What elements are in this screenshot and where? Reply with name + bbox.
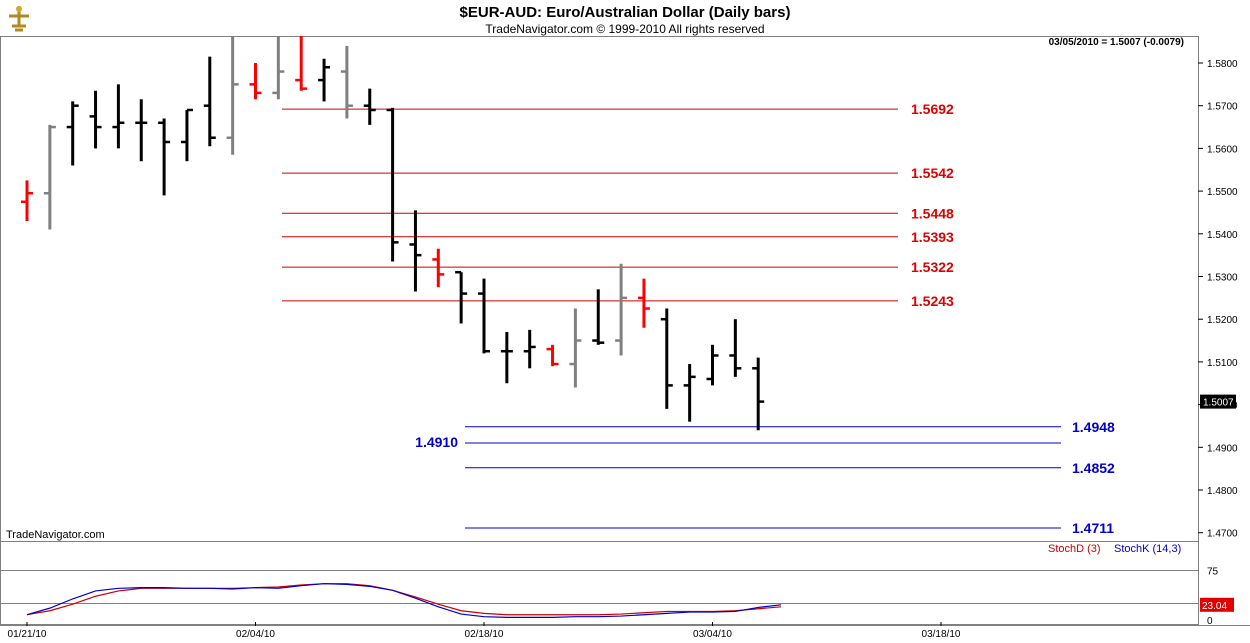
ohlc-bar bbox=[637, 278, 650, 328]
target-level-label: 1.4852 bbox=[1072, 460, 1115, 476]
price-readout: 03/05/2010 = 1.5007 (-0.0079) bbox=[1048, 37, 1184, 48]
logo-icon bbox=[4, 4, 34, 37]
price-tick-label: 1.5200 bbox=[1207, 315, 1238, 326]
brand-watermark: TradeNavigator.com bbox=[6, 529, 105, 541]
price-panel-frame bbox=[0, 36, 1199, 542]
ohlc-bar bbox=[523, 329, 536, 369]
last-price-label: 1.5007 bbox=[1203, 398, 1234, 409]
ohlc-bar bbox=[89, 90, 102, 149]
ohlc-bar bbox=[752, 357, 765, 431]
ohlc-bar bbox=[478, 278, 490, 354]
fib-level-label: 1.5692 bbox=[911, 101, 954, 117]
ohlc-bar bbox=[158, 118, 171, 196]
price-tick-label: 1.5400 bbox=[1207, 230, 1238, 241]
price-tick-label: 1.5700 bbox=[1207, 102, 1238, 113]
target-level-label: 1.4910 bbox=[415, 434, 458, 450]
ohlc-bar bbox=[569, 308, 582, 388]
ohlc-bar bbox=[318, 58, 331, 102]
price-tick-label: 1.5100 bbox=[1207, 358, 1238, 369]
date-tick-label: 02/04/10 bbox=[236, 629, 275, 640]
ohlc-bar bbox=[112, 84, 125, 149]
price-tick-label: 1.5300 bbox=[1207, 273, 1238, 284]
ohlc-bar bbox=[272, 36, 285, 100]
ohlc-bar bbox=[706, 344, 719, 386]
target-level-label: 1.4711 bbox=[1072, 520, 1114, 536]
stoch-tick-label: 0 bbox=[1207, 616, 1213, 627]
date-tick-label: 02/18/10 bbox=[465, 629, 504, 640]
price-tick-label: 1.4900 bbox=[1207, 443, 1238, 454]
ohlc-bar bbox=[295, 36, 308, 91]
legend-stoch-k: StochK (14,3) bbox=[1114, 543, 1182, 555]
ohlc-bar bbox=[592, 289, 605, 345]
fib-level-label: 1.5322 bbox=[911, 259, 954, 275]
price-tick-label: 1.5800 bbox=[1207, 59, 1238, 70]
stoch-value-box bbox=[1200, 597, 1234, 612]
stoch-tick-label: 75 bbox=[1207, 567, 1219, 578]
date-tick-label: 01/21/10 bbox=[8, 629, 47, 640]
chart-subtitle: TradeNavigator.com © 1999-2010 All right… bbox=[485, 22, 765, 36]
price-tick-label: 1.4700 bbox=[1207, 529, 1238, 540]
ohlc-bar bbox=[135, 99, 148, 162]
ohlc-bar bbox=[729, 319, 742, 377]
legend-stoch-d: StochD (3) bbox=[1048, 543, 1101, 555]
ohlc-bar bbox=[21, 180, 33, 221]
ohlc-bar bbox=[455, 270, 468, 324]
fib-level-label: 1.5243 bbox=[911, 293, 954, 309]
ohlc-bar bbox=[249, 63, 262, 100]
ohlc-bar bbox=[615, 263, 628, 356]
ohlc-bar bbox=[386, 107, 399, 262]
ohlc-bar bbox=[43, 124, 56, 230]
target-level-label: 1.4948 bbox=[1072, 419, 1115, 435]
ohlc-bar bbox=[546, 344, 559, 367]
chart-title: $EUR-AUD: Euro/Australian Dollar (Daily … bbox=[459, 4, 791, 21]
ohlc-bar bbox=[340, 45, 353, 119]
price-tick-label: 1.5500 bbox=[1207, 187, 1238, 198]
price-series bbox=[21, 36, 1061, 529]
fib-level-label: 1.5542 bbox=[911, 165, 954, 181]
stoch-panel-frame bbox=[0, 541, 1199, 625]
ohlc-bar bbox=[66, 101, 79, 166]
ohlc-bar bbox=[409, 210, 422, 292]
ohlc-bar bbox=[363, 88, 376, 125]
stoch-d-line bbox=[26, 583, 782, 616]
ohlc-bar bbox=[500, 332, 513, 384]
ohlc-bar bbox=[180, 108, 193, 162]
date-tick-label: 03/18/10 bbox=[922, 629, 961, 640]
stoch-k-line bbox=[26, 583, 782, 618]
fib-level-label: 1.5448 bbox=[911, 205, 954, 221]
ohlc-bar bbox=[432, 248, 445, 288]
ohlc-bar bbox=[203, 56, 216, 147]
ohlc-bar bbox=[660, 308, 673, 409]
ohlc-bar bbox=[683, 364, 696, 422]
date-tick-label: 03/04/10 bbox=[693, 629, 732, 640]
price-tick-label: 1.4800 bbox=[1207, 486, 1238, 497]
fib-level-label: 1.5393 bbox=[911, 229, 954, 245]
price-tick-label: 1.5600 bbox=[1207, 144, 1238, 155]
last-price-box bbox=[1200, 394, 1236, 409]
stoch-value-label: 23.04 bbox=[1202, 601, 1227, 612]
ohlc-bar bbox=[226, 36, 239, 155]
